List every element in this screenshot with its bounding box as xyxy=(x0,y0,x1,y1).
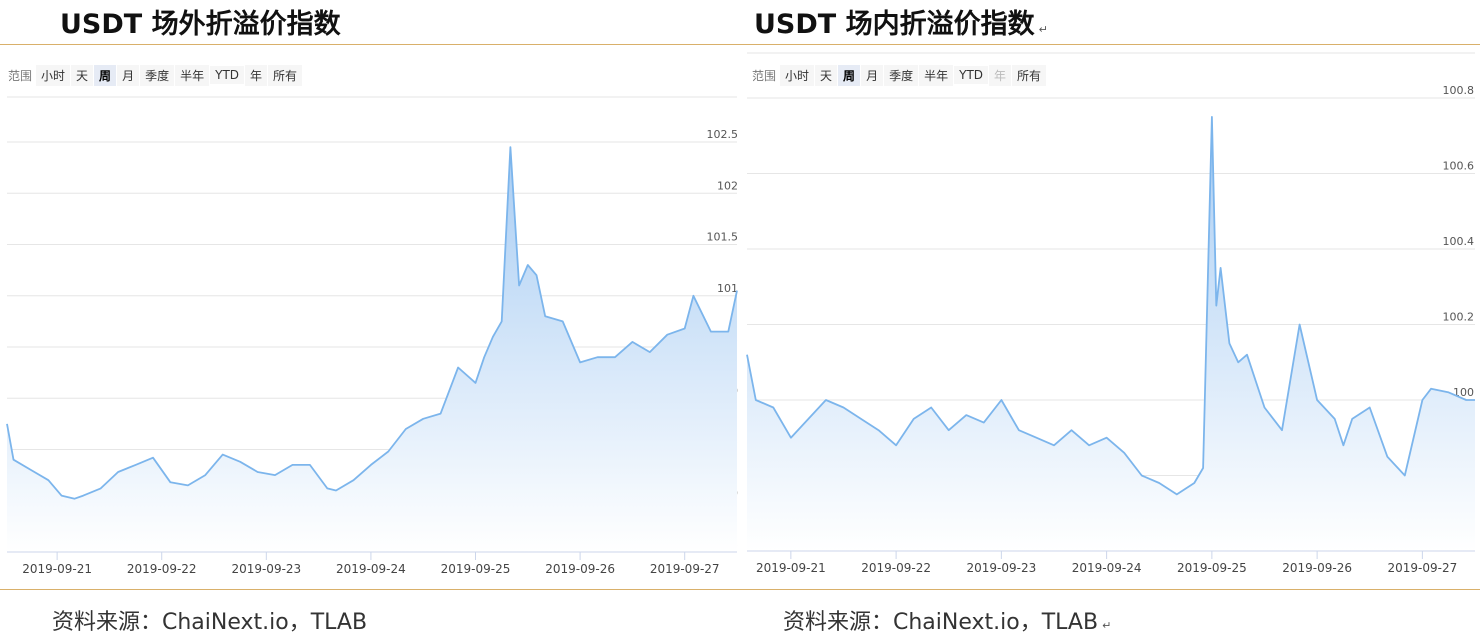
range-button-month[interactable]: 月 xyxy=(117,64,140,86)
right-area-chart: 99.699.8100100.2100.4100.6100.82019-09-2… xyxy=(746,52,1475,575)
left-area-chart: 98.59999.5100100.5101101.5102102.52019-0… xyxy=(6,96,739,576)
range-button-half-year[interactable]: 半年 xyxy=(919,64,954,86)
x-tick-label: 2019-09-22 xyxy=(127,562,197,576)
x-tick-label: 2019-09-23 xyxy=(231,562,301,576)
series-line xyxy=(746,116,1475,496)
range-button-all[interactable]: 所有 xyxy=(1012,64,1047,86)
range-selector: 范围 小时 天 周 月 季度 半年 YTD 年 所有 xyxy=(748,64,1047,86)
right-chart-title: USDT 场内折溢价指数 ↵ xyxy=(754,9,1048,40)
left-source-note: 资料来源：ChaiNext.io，TLAB xyxy=(52,610,368,635)
range-button-hour[interactable]: 小时 xyxy=(780,64,815,86)
x-tick-label: 2019-09-23 xyxy=(966,561,1036,575)
x-tick-label: 2019-09-25 xyxy=(1177,561,1247,575)
y-tick-label: 100.4 xyxy=(1443,235,1475,248)
x-tick-label: 2019-09-25 xyxy=(441,562,511,576)
range-button-day[interactable]: 天 xyxy=(71,64,94,86)
x-tick-label: 2019-09-24 xyxy=(1072,561,1142,575)
y-tick-label: 100.8 xyxy=(1443,84,1475,97)
left-chart-panel: 范围 小时 天 周 月 季度 半年 YTD 年 所有 98.59999.5100… xyxy=(0,46,740,589)
range-label: 范围 xyxy=(752,68,777,83)
y-tick-label: 101.5 xyxy=(707,231,739,244)
series-area xyxy=(7,147,737,552)
x-tick-label: 2019-09-22 xyxy=(861,561,931,575)
return-mark-icon: ↵ xyxy=(1038,23,1048,36)
x-tick-label: 2019-09-27 xyxy=(650,562,720,576)
series-area xyxy=(747,116,1475,552)
range-button-year[interactable]: 年 xyxy=(989,64,1012,86)
range-button-hour[interactable]: 小时 xyxy=(36,64,71,86)
right-source-note: 资料来源：ChaiNext.io，TLAB ↵ xyxy=(783,610,1112,635)
y-tick-label: 100.2 xyxy=(1443,311,1475,324)
y-tick-label: 100.6 xyxy=(1443,160,1475,173)
series-line xyxy=(6,146,738,500)
range-button-ytd[interactable]: YTD xyxy=(954,66,989,84)
y-tick-label: 102 xyxy=(717,179,738,192)
return-mark-icon: ↵ xyxy=(1102,619,1112,632)
range-button-quarter[interactable]: 季度 xyxy=(884,64,919,86)
range-button-quarter[interactable]: 季度 xyxy=(140,64,175,86)
range-button-day[interactable]: 天 xyxy=(815,64,838,86)
top-divider xyxy=(0,44,1480,45)
x-tick-label: 2019-09-21 xyxy=(756,561,826,575)
y-tick-label: 101 xyxy=(717,282,738,295)
x-tick-label: 2019-09-27 xyxy=(1387,561,1457,575)
range-button-ytd[interactable]: YTD xyxy=(210,66,245,84)
x-tick-label: 2019-09-21 xyxy=(22,562,92,576)
range-label: 范围 xyxy=(8,68,33,83)
range-button-half-year[interactable]: 半年 xyxy=(175,64,210,86)
x-tick-label: 2019-09-26 xyxy=(545,562,615,576)
x-tick-label: 2019-09-24 xyxy=(336,562,406,576)
left-chart-title: USDT 场外折溢价指数 xyxy=(60,9,341,40)
y-tick-label: 102.5 xyxy=(707,128,739,141)
range-selector: 范围 小时 天 周 月 季度 半年 YTD 年 所有 xyxy=(4,64,303,86)
range-button-week[interactable]: 周 xyxy=(94,64,117,86)
range-button-all[interactable]: 所有 xyxy=(268,64,303,86)
range-button-week[interactable]: 周 xyxy=(838,64,861,86)
x-tick-label: 2019-09-26 xyxy=(1282,561,1352,575)
bottom-divider xyxy=(0,589,1480,590)
range-button-month[interactable]: 月 xyxy=(861,64,884,86)
right-chart-panel: 范围 小时 天 周 月 季度 半年 YTD 年 所有 99.699.810010… xyxy=(744,46,1480,589)
range-button-year[interactable]: 年 xyxy=(245,64,268,86)
